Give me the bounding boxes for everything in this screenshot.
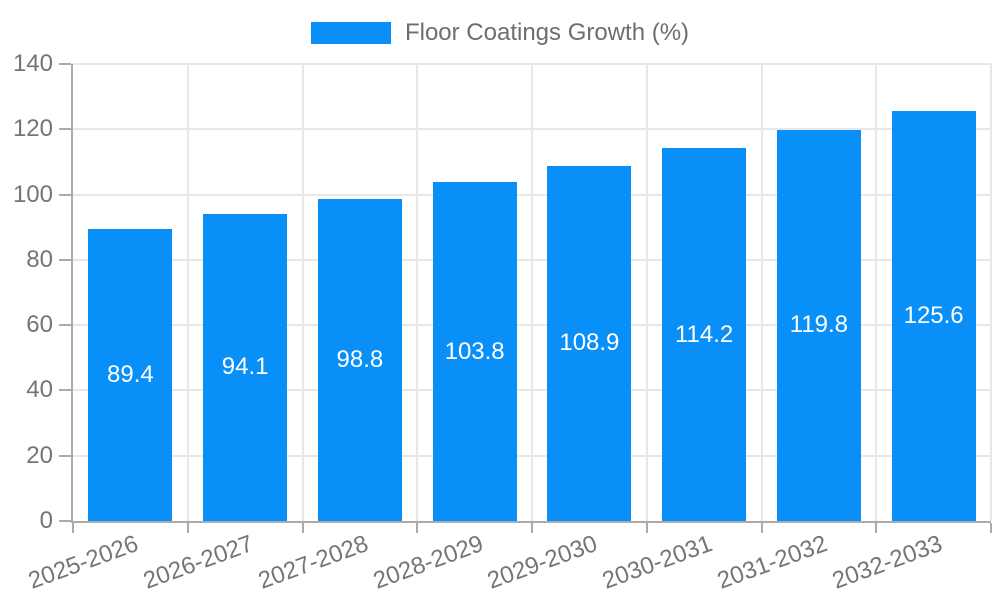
y-tick-mark <box>59 389 71 392</box>
bar-value-label: 89.4 <box>107 361 154 389</box>
bars-layer: 89.4 94.1 98.8 103.8 108.9 114.2 119.8 125.6 <box>73 64 991 521</box>
x-tick-mark <box>301 523 304 533</box>
gridline-vertical <box>760 64 763 521</box>
bar: 89.4 <box>88 229 173 521</box>
y-tick-mark <box>59 193 71 196</box>
gridline-vertical <box>416 64 419 521</box>
gridline-vertical <box>875 64 878 521</box>
x-tick-mark <box>760 523 763 533</box>
y-tick-label: 20 <box>26 441 53 469</box>
y-tick-mark <box>59 258 71 261</box>
gridline-vertical <box>531 64 533 521</box>
y-tick-mark <box>59 324 71 327</box>
x-tick-mark <box>645 523 648 533</box>
y-tick-label: 40 <box>26 376 53 404</box>
x-axis-labels: 2025-2026 2026-2027 2027-2028 2028-2029 2029… <box>25 64 991 595</box>
gridline-vertical <box>990 64 992 521</box>
bar-value-label: 125.6 <box>903 302 964 329</box>
gridline-vertical <box>645 64 648 521</box>
x-tick-mark <box>72 523 74 533</box>
bar: 94.1 <box>203 213 288 521</box>
y-tick-label: 80 <box>26 245 53 273</box>
y-tick-label: 60 <box>26 311 53 339</box>
bar: 125.6 <box>891 111 976 521</box>
x-tick-mark <box>990 523 992 533</box>
y-tick-mark <box>59 128 71 131</box>
x-tick-mark <box>875 523 878 533</box>
bar-value-label: 114.2 <box>674 320 734 348</box>
y-tick-mark <box>59 63 71 65</box>
bar: 114.2 <box>662 148 747 521</box>
x-tick-mark <box>531 523 533 533</box>
bar-value-label: 103.8 <box>444 337 505 365</box>
legend: Floor Coatings Growth (%) <box>0 20 1000 46</box>
tick-layer: 0 20 40 60 80 100 120 140 <box>13 51 992 534</box>
gridline-vertical <box>301 64 304 521</box>
y-axis-line <box>71 64 73 523</box>
grid-layer <box>73 63 992 521</box>
y-tick-label: 0 <box>39 507 53 534</box>
x-tick-mark <box>186 523 189 533</box>
bar: 108.9 <box>547 165 632 521</box>
y-tick-label: 100 <box>12 180 53 208</box>
bar: 119.8 <box>776 129 861 521</box>
gridline-vertical <box>186 64 189 521</box>
legend-label: Floor Coatings Growth (%) <box>404 19 690 46</box>
bar: 98.8 <box>317 198 402 521</box>
y-tick-mark <box>59 454 71 457</box>
y-tick-mark <box>59 520 71 522</box>
bar-value-label: 94.1 <box>221 353 269 381</box>
y-tick-label: 140 <box>12 50 53 77</box>
bar-value-label: 119.8 <box>789 311 849 339</box>
bar: 103.8 <box>432 182 517 521</box>
y-tick-label: 120 <box>12 115 53 143</box>
bar-value-label: 98.8 <box>336 345 384 373</box>
legend-swatch <box>310 22 391 44</box>
plot-area: 0 20 40 60 80 100 120 140 89.4 94.1 98.8 103.8 108.… <box>13 51 992 595</box>
bar-value-label: 108.9 <box>559 329 620 357</box>
x-axis-line <box>71 521 991 523</box>
x-tick-mark <box>416 523 419 533</box>
